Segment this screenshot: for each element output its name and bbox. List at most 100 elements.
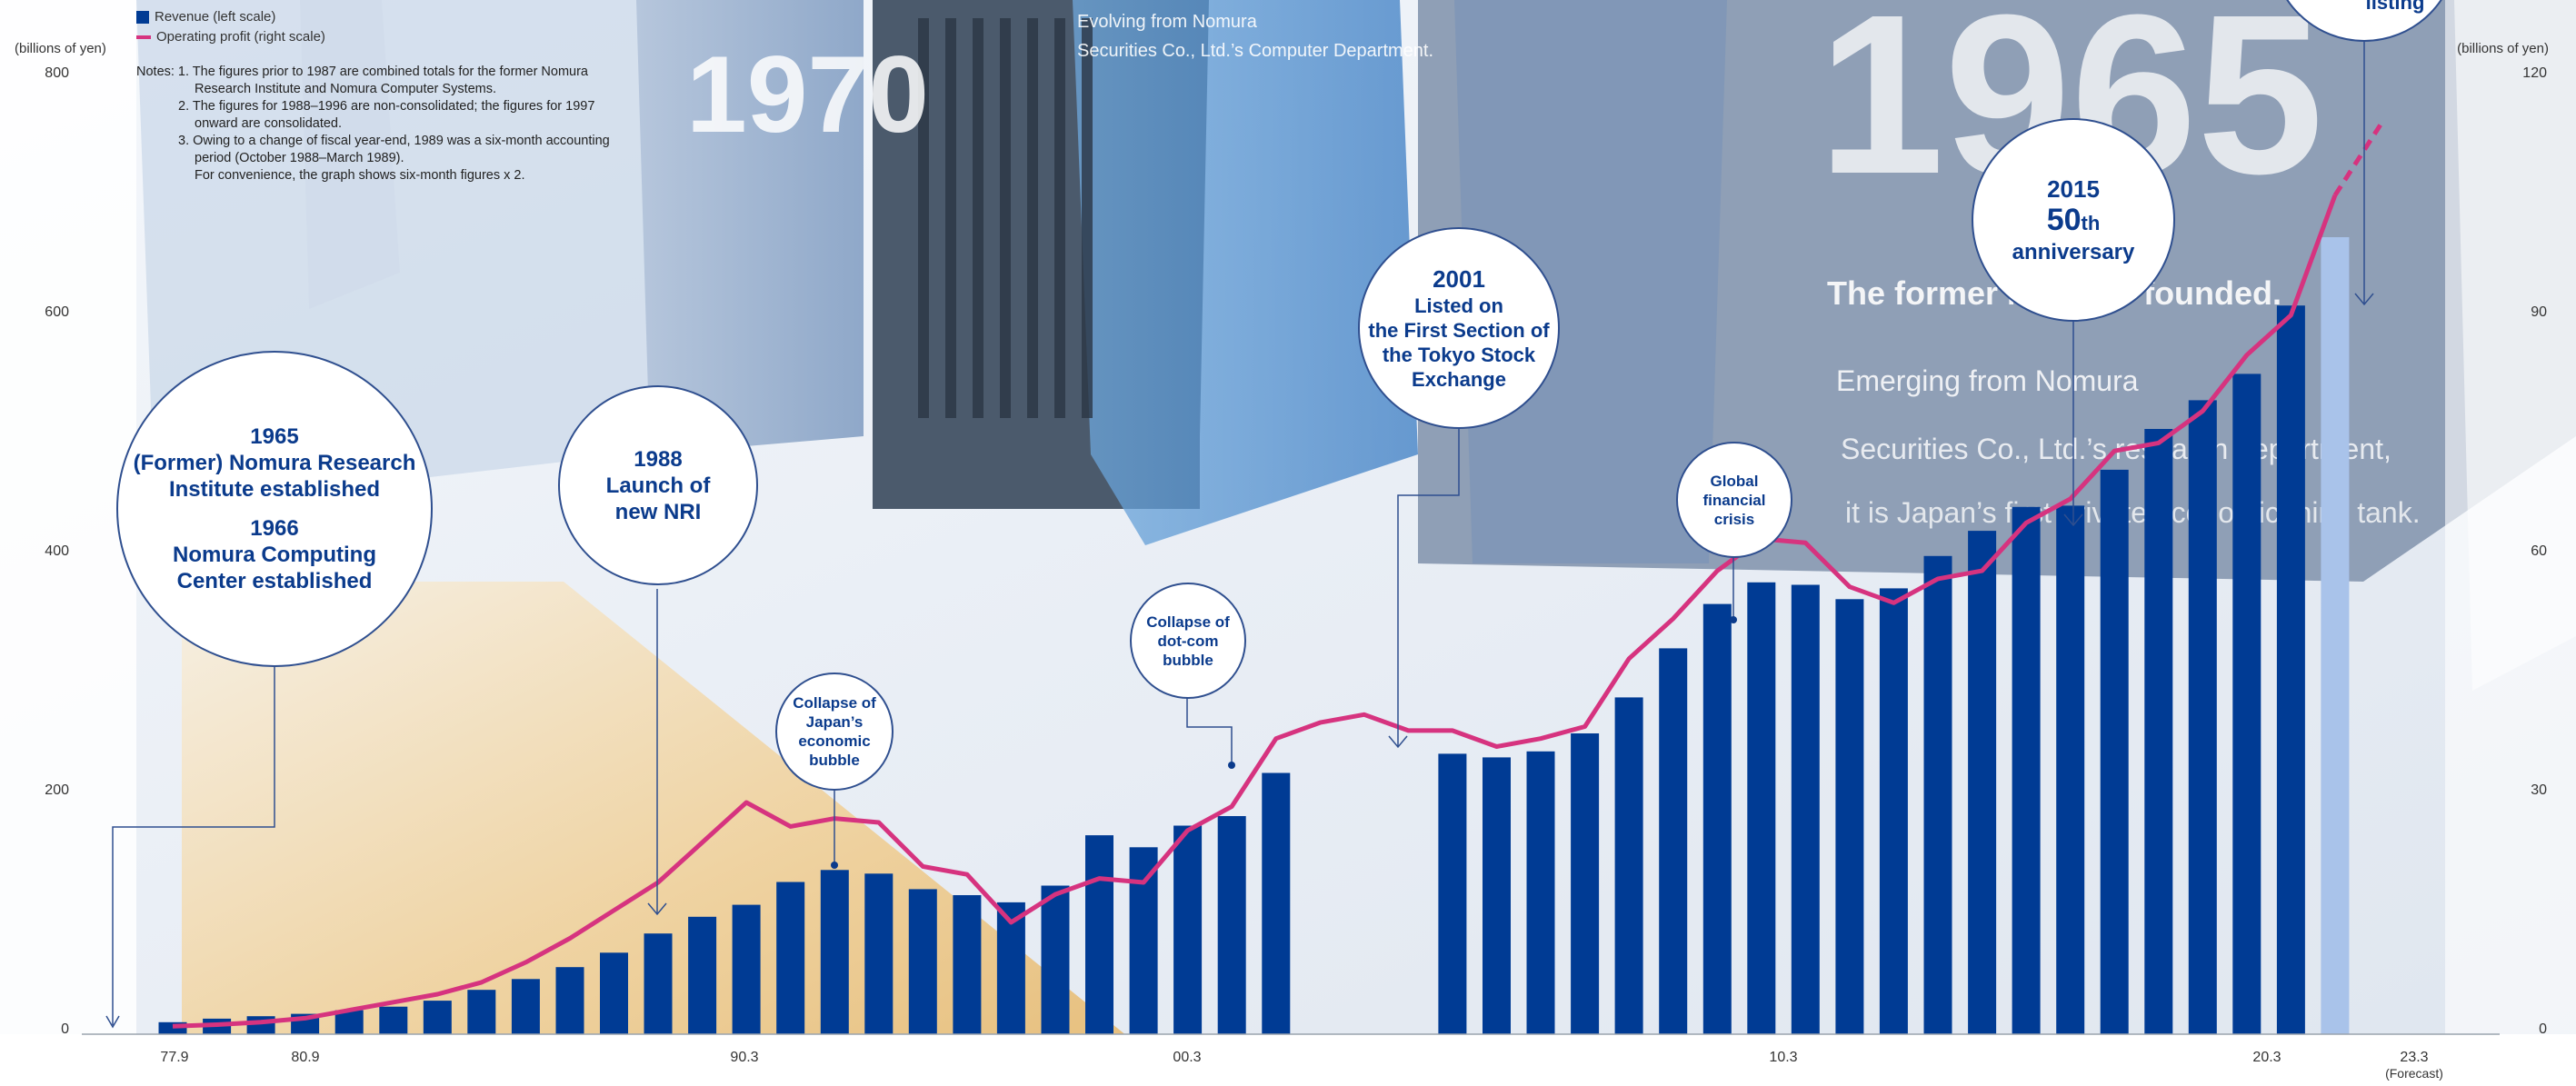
revenue-bar	[1747, 582, 1776, 1034]
revenue-bar	[1085, 835, 1113, 1034]
bubble-2001-line3: the First Section of	[1368, 319, 1550, 342]
bubble-1966-line3: Center established	[176, 569, 373, 593]
blue-panel	[1073, 0, 1418, 545]
revenue-bar	[600, 952, 628, 1034]
notes: Notes: 1. The figures prior to 1987 are …	[136, 64, 664, 184]
bubble-1988-year: 1988	[634, 446, 683, 472]
dot-dotcom	[1228, 762, 1235, 769]
bubble-dotcom: Collapse of dot-com bubble	[1130, 583, 1246, 699]
xtick-20-3: 20.3	[2252, 1050, 2281, 1065]
dot-japan-bubble	[831, 862, 838, 869]
bg-year-1970: 1970	[686, 34, 929, 155]
bubble-dotcom-line1: Collapse of	[1146, 613, 1230, 631]
bubble-2001: 2001 Listed on the First Section of the …	[1358, 227, 1560, 429]
bubble-1988-line2: Launch of	[605, 473, 711, 498]
bubble-1988-line3: new NRI	[614, 499, 702, 524]
arrow-1988	[647, 902, 667, 916]
ytick-left-200: 200	[45, 782, 69, 798]
bubble-gfc-line3: crisis	[1713, 510, 1755, 528]
arrow-2001	[1388, 735, 1408, 749]
right-axis-unit: (billions of yen)	[2457, 41, 2549, 56]
revenue-bar	[1438, 753, 1467, 1034]
ytick-left-0: 0	[61, 1021, 69, 1037]
ytick-left-800: 800	[45, 65, 69, 81]
ytick-right-120: 120	[2522, 65, 2547, 81]
revenue-bar	[776, 882, 805, 1034]
revenue-bar	[732, 904, 761, 1034]
revenue-bar	[1791, 584, 1820, 1034]
bubble-1966-line2: Nomura Computing	[173, 543, 376, 567]
bubble-2001-line2: Listed on	[1414, 294, 1503, 317]
note-3b: period (October 1988–March 1989).	[195, 151, 404, 165]
bg-evolving-1: Evolving from Nomura	[1077, 12, 1258, 32]
bubble-1965-line3: Institute established	[168, 477, 381, 502]
bubble-japan-line1: Collapse of	[793, 694, 876, 712]
bubble-gfc: Global financial crisis	[1676, 442, 1792, 558]
bubble-2001-line4: the Tokyo Stock	[1382, 344, 1536, 366]
revenue-bar-forecast	[2321, 237, 2350, 1034]
connector-2001	[1397, 427, 1460, 747]
revenue-bar	[1041, 885, 1070, 1034]
revenue-bar	[2056, 505, 2085, 1034]
revenue-bar	[1526, 751, 1555, 1034]
revenue-bar	[1483, 757, 1511, 1034]
left-axis-unit: (billions of yen)	[15, 41, 106, 56]
ytick-right-60: 60	[2531, 543, 2547, 559]
connector-1965	[112, 663, 275, 1025]
legend-bar-swatch	[136, 11, 149, 24]
revenue-bar	[1835, 599, 1864, 1034]
revenue-bar	[246, 1016, 275, 1034]
ytick-right-90: 90	[2531, 304, 2547, 320]
revenue-bar	[1217, 816, 1246, 1034]
revenue-bar	[467, 990, 496, 1034]
revenue-bar	[2012, 506, 2041, 1035]
bubble-japan-bubble: Collapse of Japan’s economic bubble	[775, 673, 894, 791]
legend-revenue: Revenue (left scale)	[136, 7, 325, 27]
bubble-japan-line2: Japan’s	[805, 713, 864, 731]
xtick-90-3: 90.3	[730, 1050, 759, 1065]
bubble-2001-year: 2001	[1433, 265, 1485, 293]
dot-gfc	[1730, 616, 1737, 623]
revenue-bar	[1614, 697, 1643, 1034]
legend-revenue-label: Revenue (left scale)	[155, 9, 276, 25]
bg-emerging-1: Emerging from Nomura	[1836, 364, 2139, 397]
ytick-left-600: 600	[45, 304, 69, 320]
bubble-2015-suffix: th	[2081, 212, 2101, 234]
bubble-2001-line5: Exchange	[1412, 368, 1506, 391]
arrow-listing	[2354, 293, 2374, 306]
xtick-23-3: 23.3 (Forecast)	[2360, 1050, 2469, 1081]
operating-profit-forecast-line	[2332, 122, 2384, 197]
ytick-right-30: 30	[2531, 782, 2547, 798]
legend-profit-label: Operating profit (right scale)	[156, 29, 325, 45]
bubble-dotcom-line2: dot-com	[1157, 632, 1219, 650]
bg-evolving-2: Securities Co., Ltd.’s Computer Departme…	[1077, 41, 1433, 61]
legend: Revenue (left scale) Operating profit (r…	[136, 7, 325, 47]
bubble-2015-number: 50	[2046, 203, 2082, 237]
revenue-bar	[2144, 429, 2173, 1034]
note-3c: For convenience, the graph shows six-mon…	[195, 168, 525, 183]
bubble-gfc-line2: financial	[1702, 491, 1766, 509]
connector-dotcom	[1186, 698, 1233, 763]
revenue-bar	[953, 895, 982, 1034]
bubble-dotcom-line3: bubble	[1163, 651, 1213, 669]
revenue-bar	[1702, 603, 1732, 1034]
revenue-bar	[1129, 847, 1158, 1034]
revenue-bar	[1659, 648, 1688, 1034]
forecast-label: (Forecast)	[2385, 1066, 2443, 1081]
bubble-2015-50th: 50th	[2047, 204, 2101, 240]
bubble-gfc-line1: Global	[1710, 472, 1759, 490]
revenue-bar	[1173, 825, 1203, 1034]
bubble-1966-year: 1966	[250, 516, 299, 541]
operating-profit-line	[172, 194, 2338, 1029]
note-3: 3. Owing to a change of fiscal year-end,…	[178, 134, 610, 148]
annotation-connectors	[105, 36, 2374, 1029]
exhibit-panel-2	[300, 0, 400, 309]
note-2: 2. The figures for 1988–1996 are non-con…	[178, 99, 595, 114]
revenue-bar	[2100, 469, 2129, 1034]
revenue-bar	[2188, 400, 2217, 1034]
revenue-bar	[688, 916, 717, 1034]
ytick-left-400: 400	[45, 543, 69, 559]
ytick-right-0: 0	[2539, 1021, 2547, 1037]
bubble-japan-line3: economic	[798, 732, 871, 750]
